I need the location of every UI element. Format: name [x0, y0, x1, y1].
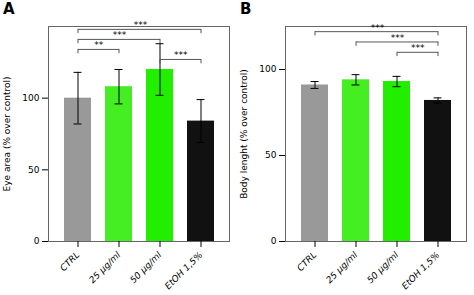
svg-text:Body lenght (% over control): Body lenght (% over control) — [239, 69, 249, 199]
svg-text:CTRL: CTRL — [295, 250, 318, 273]
svg-text:50 μg/ml: 50 μg/ml — [365, 249, 401, 285]
svg-text:EtOH 1,5%: EtOH 1,5% — [400, 250, 442, 292]
svg-text:CTRL: CTRL — [58, 250, 81, 273]
svg-text:0: 0 — [34, 236, 40, 246]
html-text:B: B — [240, 0, 252, 18]
svg-text:**: ** — [94, 40, 104, 50]
svg-text:25 μg/ml: 25 μg/ml — [87, 249, 123, 285]
svg-text:***: *** — [113, 30, 127, 40]
svg-text:***: *** — [134, 20, 148, 30]
svg-text:100: 100 — [22, 93, 39, 103]
svg-text:***: *** — [411, 43, 425, 53]
svg-text:0: 0 — [271, 236, 277, 246]
svg-text:50 μg/ml: 50 μg/ml — [128, 249, 164, 285]
svg-text:***: *** — [391, 33, 405, 43]
svg-text:EtOH 1,5%: EtOH 1,5% — [163, 250, 205, 292]
svg-text:25 μg/ml: 25 μg/ml — [324, 249, 360, 285]
svg-text:***: *** — [174, 50, 188, 60]
html-text:A: A — [3, 0, 15, 18]
svg-text:Eye area (% over control): Eye area (% over control) — [2, 77, 12, 192]
svg-text:100: 100 — [259, 64, 276, 74]
svg-text:50: 50 — [28, 165, 40, 175]
svg-text:***: *** — [371, 23, 385, 33]
svg-text:50: 50 — [265, 150, 277, 160]
